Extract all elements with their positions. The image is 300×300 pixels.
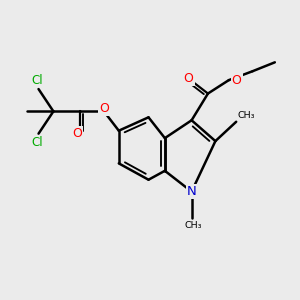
Text: CH₃: CH₃: [184, 221, 202, 230]
Text: Cl: Cl: [31, 136, 43, 149]
Text: O: O: [72, 127, 82, 140]
Text: O: O: [99, 102, 109, 115]
Text: O: O: [184, 72, 194, 85]
Text: CH₃: CH₃: [238, 111, 255, 120]
Text: O: O: [232, 74, 242, 87]
Text: N: N: [187, 185, 196, 198]
Text: Cl: Cl: [31, 74, 43, 87]
